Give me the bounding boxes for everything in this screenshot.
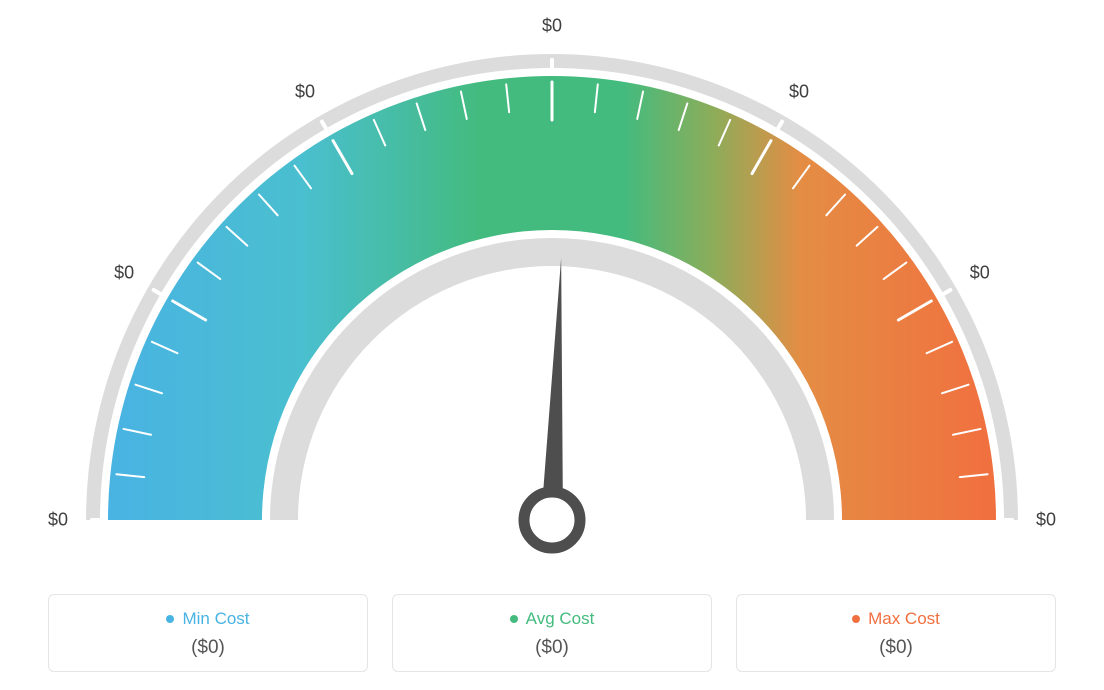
legend-value-max: ($0) [737, 637, 1055, 659]
legend-card-max: Max Cost ($0) [736, 594, 1056, 672]
gauge-tick-label: $0 [295, 82, 315, 103]
gauge-tick-label: $0 [114, 263, 134, 284]
legend-dot-max [852, 615, 860, 623]
gauge-tick-label: $0 [542, 16, 562, 37]
legend-label-avg: Avg Cost [526, 609, 595, 629]
legend-value-min: ($0) [49, 637, 367, 659]
legend-label-max: Max Cost [868, 609, 940, 629]
legend-dot-avg [510, 615, 518, 623]
legend-card-avg: Avg Cost ($0) [392, 594, 712, 672]
legend-label-min: Min Cost [182, 609, 249, 629]
gauge-tick-label: $0 [1036, 510, 1056, 531]
gauge-area: $0$0$0$0$0$0$0 [52, 20, 1052, 560]
legend-value-avg: ($0) [393, 637, 711, 659]
gauge-tick-label: $0 [48, 510, 68, 531]
legend-dot-min [166, 615, 174, 623]
legend-row: Min Cost ($0) Avg Cost ($0) Max Cost ($0… [48, 594, 1056, 672]
cost-gauge-widget: $0 $0 $0 $0 $0 $0 $0 Min Cost ($0) Avg Cost ($… [0, 0, 1104, 690]
gauge-tick-label: $0 [970, 263, 990, 284]
gauge-svg [52, 20, 1052, 560]
gauge-tick-label: $0 [789, 82, 809, 103]
legend-card-min: Min Cost ($0) [48, 594, 368, 672]
